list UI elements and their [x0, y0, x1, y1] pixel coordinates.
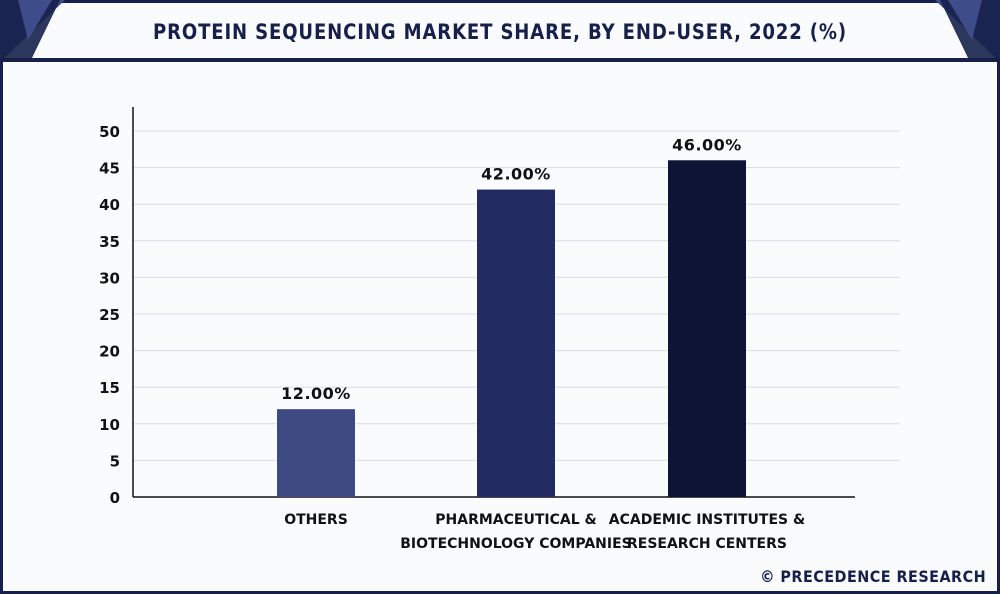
category-labels: OTHERS PHARMACEUTICAL & BIOTECHNOLOGY COMP…	[284, 512, 805, 552]
header-decoration	[0, 0, 1000, 62]
bar	[668, 160, 746, 497]
bars	[277, 160, 746, 497]
y-tick-label: 20	[99, 343, 120, 361]
y-tick-label: 10	[99, 416, 120, 434]
data-labels: 12.00% 42.00% 46.00%	[281, 135, 742, 403]
y-tick-labels: 0 5 10 15 20 25 30 35 40 45 50	[99, 123, 120, 507]
y-tick-label: 25	[99, 306, 120, 324]
y-tick-label: 5	[110, 452, 120, 470]
y-tick-label: 50	[99, 123, 120, 141]
chart-title: PROTEIN SEQUENCING MARKET SHARE, BY END-…	[153, 20, 847, 44]
source-credit: © PRECEDENCE RESEARCH	[760, 567, 986, 586]
y-tick-label: 15	[99, 379, 120, 397]
y-tick-label: 40	[99, 196, 120, 214]
y-tick-label: 0	[110, 489, 120, 507]
y-tick-label: 30	[99, 269, 120, 287]
data-label: 46.00%	[672, 135, 742, 154]
y-tick-label: 35	[99, 233, 120, 251]
header-left-light	[18, 0, 52, 40]
y-tick-label: 45	[99, 160, 120, 178]
header-band	[0, 58, 1000, 62]
x-category-label: BIOTECHNOLOGY COMPANIES	[400, 536, 632, 552]
bar	[477, 189, 555, 497]
x-category-label: ACADEMIC INSTITUTES &	[609, 512, 805, 528]
data-label: 12.00%	[281, 384, 351, 403]
bar	[277, 409, 355, 497]
header-right-light	[948, 0, 982, 40]
x-category-label: RESEARCH CENTERS	[627, 536, 787, 552]
x-category-label: PHARMACEUTICAL &	[435, 512, 596, 528]
header-banner: PROTEIN SEQUENCING MARKET SHARE, BY END-…	[0, 0, 1000, 62]
x-category-label: OTHERS	[284, 512, 348, 528]
data-label: 42.00%	[481, 165, 551, 184]
